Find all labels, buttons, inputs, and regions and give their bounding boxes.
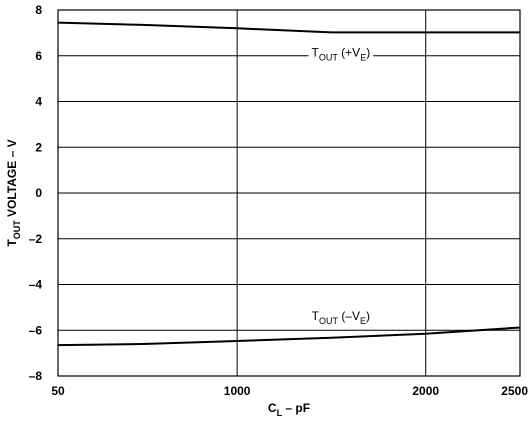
y-tick-label: 4	[35, 95, 42, 109]
series-label-subscript: OUT	[319, 52, 339, 62]
x-axis-label-sub: L	[277, 408, 283, 418]
series-label-bg	[308, 44, 374, 64]
y-tick-label: 2	[35, 140, 42, 154]
y-tick-label: –2	[29, 232, 43, 246]
x-tick-label: 50	[51, 384, 65, 398]
x-axis-label-main: C	[268, 401, 277, 415]
y-tick-label: 0	[35, 186, 42, 200]
y-axis-label: TOUT VOLTAGE – V	[5, 139, 22, 246]
series-label-text: )	[366, 45, 370, 59]
series-label-subscript: OUT	[319, 316, 339, 326]
y-tick-label: 8	[35, 3, 42, 17]
y-tick-label: –4	[29, 278, 43, 292]
series-curves	[57, 21, 521, 347]
series-label-text: T	[312, 309, 320, 323]
y-tick-label: –8	[29, 369, 43, 383]
series-labels: TOUT (+VE)TOUT (–VE)	[308, 44, 374, 327]
series-line	[57, 21, 520, 34]
series-label-subscript: E	[360, 316, 366, 326]
y-tick-label: –6	[29, 323, 43, 337]
series-label: TOUT (+VE)	[312, 45, 371, 62]
y-tick-label: 6	[35, 49, 42, 63]
x-tick-label: 2000	[412, 384, 439, 398]
y-axis-label-main: T	[5, 239, 19, 247]
series-label-bg	[308, 307, 374, 327]
x-tick-label: 2500	[501, 384, 528, 398]
grid-lines	[58, 10, 520, 376]
y-axis-label-rest: VOLTAGE – V	[5, 139, 19, 220]
series-label-text: )	[366, 309, 370, 323]
series-label-text: T	[312, 45, 320, 59]
y-tick-labels: 8 6 4 2 0 –2 –4 –6 –8	[29, 3, 43, 383]
plot-frame	[57, 9, 521, 377]
series-label-text: (+V	[338, 45, 360, 59]
y-axis-label-sub: OUT	[12, 220, 22, 240]
x-axis-label: CL – pF	[268, 401, 310, 418]
series-label-text: (–V	[338, 309, 360, 323]
x-tick-labels: 50 1000 2000 2500	[51, 384, 528, 398]
x-tick-label: 1000	[224, 384, 251, 398]
series-line	[57, 326, 521, 347]
series-label: TOUT (–VE)	[312, 309, 370, 326]
x-axis-label-rest: – pF	[282, 401, 310, 415]
series-label-subscript: E	[360, 52, 366, 62]
